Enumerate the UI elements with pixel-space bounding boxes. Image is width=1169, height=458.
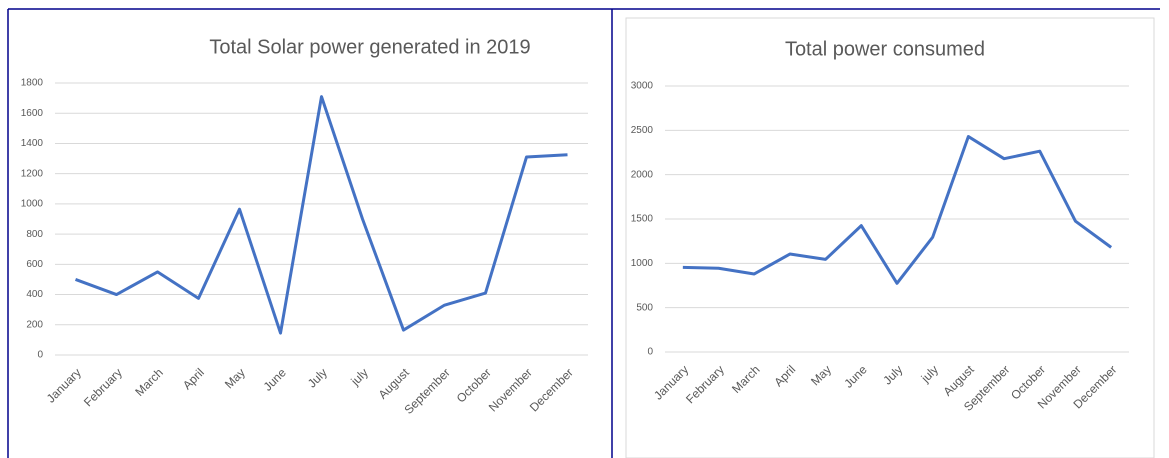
y-tick-label: 2000	[631, 169, 654, 180]
line	[682, 135, 1113, 285]
x-tick-label: June	[841, 362, 870, 391]
y-tick-label: 600	[26, 259, 43, 270]
x-tick-label: January	[44, 365, 84, 405]
y-tick-label: 1200	[21, 168, 44, 179]
chart-title: Total Solar power generated in 2019	[209, 36, 530, 58]
x-tick-label: October	[454, 365, 494, 405]
y-tick-label: 1000	[631, 258, 654, 269]
x-tick-label: August	[376, 365, 413, 402]
y-tick-label: 1400	[21, 138, 44, 149]
y-tick-label: 400	[26, 289, 43, 300]
x-tick-label: February	[81, 365, 125, 409]
x-tick-label: April	[771, 362, 798, 389]
x-tick-label: April	[180, 365, 207, 392]
y-tick-label: 1500	[631, 214, 654, 225]
y-tick-label: 2500	[631, 125, 654, 136]
x-tick-label: May	[808, 362, 834, 388]
chart-title: Total power consumed	[785, 38, 985, 60]
x-tick-label: july	[348, 365, 371, 388]
y-tick-label: 0	[37, 350, 43, 361]
y-tick-label: 200	[26, 319, 43, 330]
y-tick-label: 0	[647, 347, 653, 358]
x-tick-label: May	[222, 365, 248, 391]
x-tick-label: June	[261, 365, 290, 394]
x-tick-label: July	[880, 362, 905, 387]
x-tick-label: February	[683, 362, 727, 406]
line	[74, 95, 568, 335]
chart-frame	[625, 17, 1155, 458]
x-tick-label: july	[918, 362, 941, 385]
y-tick-label: 1000	[21, 199, 44, 210]
y-tick-label: 1600	[21, 108, 44, 119]
x-tick-label: March	[132, 365, 165, 398]
x-tick-label: December	[527, 365, 576, 414]
x-tick-label: November	[486, 365, 535, 414]
y-tick-label: 500	[636, 302, 653, 313]
x-tick-label: July	[305, 365, 330, 390]
y-tick-label: 1800	[21, 78, 44, 89]
y-tick-label: 3000	[631, 81, 654, 92]
y-tick-label: 800	[26, 229, 43, 240]
x-tick-label: March	[729, 362, 762, 395]
